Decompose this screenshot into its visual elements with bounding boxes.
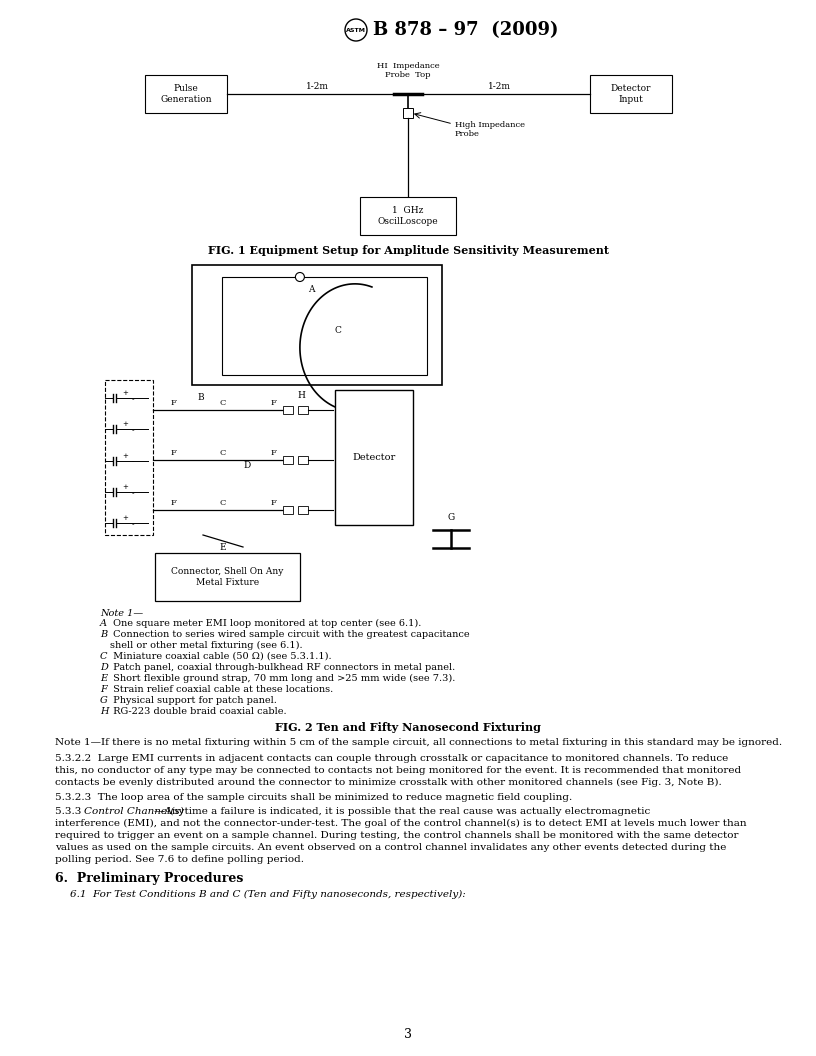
Text: —Anytime a failure is indicated, it is possible that the real cause was actually: —Anytime a failure is indicated, it is p… (154, 807, 650, 816)
Text: 5.3.2.2  Large EMI currents in adjacent contacts can couple through crosstalk or: 5.3.2.2 Large EMI currents in adjacent c… (55, 754, 728, 763)
Text: contacts be evenly distributed around the connector to minimize crosstalk with o: contacts be evenly distributed around th… (55, 778, 721, 787)
Text: -: - (131, 521, 135, 527)
Text: F: F (270, 449, 276, 457)
Bar (283, 506, 293, 514)
Text: Connection to series wired sample circuit with the greatest capacitance: Connection to series wired sample circui… (110, 630, 470, 639)
Text: 1-2m: 1-2m (306, 82, 329, 91)
Text: Detector: Detector (353, 453, 396, 463)
Text: F: F (170, 449, 176, 457)
Bar (145, 75, 227, 113)
Text: D: D (243, 460, 251, 470)
Text: F: F (270, 399, 276, 407)
Text: polling period. See 7.6 to define polling period.: polling period. See 7.6 to define pollin… (55, 855, 304, 864)
Text: C: C (335, 326, 342, 336)
Bar (298, 456, 308, 464)
Bar (283, 456, 293, 464)
Text: 1-2m: 1-2m (487, 82, 511, 91)
Text: -: - (131, 396, 135, 402)
Text: Note 1—If there is no metal fixturing within 5 cm of the sample circuit, all con: Note 1—If there is no metal fixturing wi… (55, 738, 782, 747)
Text: A: A (308, 285, 314, 294)
Text: RG-223 double braid coaxial cable.: RG-223 double braid coaxial cable. (110, 708, 286, 716)
Text: +: + (122, 390, 128, 396)
Circle shape (295, 272, 304, 282)
Text: +: + (122, 484, 128, 490)
Text: H: H (100, 708, 109, 716)
Text: C: C (100, 652, 108, 661)
Text: E: E (100, 674, 107, 683)
Text: F: F (100, 685, 107, 694)
Text: HI  Impedance
Probe  Top: HI Impedance Probe Top (377, 62, 439, 79)
Text: interference (EMI), and not the connector-under-test. The goal of the control ch: interference (EMI), and not the connecto… (55, 819, 747, 828)
Text: F: F (170, 399, 176, 407)
Bar (105, 380, 153, 535)
Text: +: + (122, 453, 128, 458)
Text: High Impedance
Probe: High Impedance Probe (455, 121, 525, 138)
Bar (283, 406, 293, 414)
Bar (298, 506, 308, 514)
Text: F: F (170, 499, 176, 507)
Text: C: C (220, 449, 226, 457)
Text: ASTM: ASTM (346, 27, 366, 33)
Text: Control Channel(s): Control Channel(s) (84, 807, 184, 816)
Text: Pulse
Generation: Pulse Generation (160, 84, 212, 103)
Text: D: D (100, 663, 108, 672)
Text: 3: 3 (404, 1027, 412, 1041)
Text: FIG. 1 Equipment Setup for Amplitude Sensitivity Measurement: FIG. 1 Equipment Setup for Amplitude Sen… (207, 245, 609, 256)
Text: -: - (131, 490, 135, 495)
Text: 6.1  For Test Conditions B and C (Ten and Fifty nanoseconds, respectively):: 6.1 For Test Conditions B and C (Ten and… (70, 890, 466, 899)
Bar (222, 277, 427, 375)
Text: C: C (220, 499, 226, 507)
Text: Detector
Input: Detector Input (610, 84, 651, 103)
Bar (298, 406, 308, 414)
Text: required to trigger an event on a sample channel. During testing, the control ch: required to trigger an event on a sample… (55, 831, 738, 840)
Text: 5.3.3: 5.3.3 (55, 807, 88, 816)
Text: A: A (100, 619, 107, 628)
Text: +: + (122, 515, 128, 521)
Text: Patch panel, coaxial through-bulkhead RF connectors in metal panel.: Patch panel, coaxial through-bulkhead RF… (110, 663, 455, 672)
Text: Miniature coaxial cable (50 Ω) (see 5.3.1.1).: Miniature coaxial cable (50 Ω) (see 5.3.… (110, 652, 331, 661)
Bar (192, 265, 442, 385)
Text: Note 1—: Note 1— (100, 609, 143, 618)
Bar (403, 108, 413, 118)
Text: B: B (100, 630, 107, 639)
Text: E: E (220, 543, 226, 552)
Text: G: G (100, 696, 108, 705)
Circle shape (345, 19, 367, 41)
Bar (360, 197, 456, 235)
Text: values as used on the sample circuits. An event observed on a control channel in: values as used on the sample circuits. A… (55, 843, 726, 852)
Text: FIG. 2 Ten and Fifty Nanosecond Fixturing: FIG. 2 Ten and Fifty Nanosecond Fixturin… (275, 722, 541, 733)
Bar (155, 553, 300, 601)
Text: 1  GHz
OscilLoscope: 1 GHz OscilLoscope (378, 206, 438, 226)
Text: Connector, Shell On Any
Metal Fixture: Connector, Shell On Any Metal Fixture (171, 567, 284, 587)
Text: this, no conductor of any type may be connected to contacts not being monitored : this, no conductor of any type may be co… (55, 766, 741, 775)
Bar (590, 75, 672, 113)
Text: Physical support for patch panel.: Physical support for patch panel. (110, 696, 277, 705)
Text: 5.3.2.3  The loop area of the sample circuits shall be minimized to reduce magne: 5.3.2.3 The loop area of the sample circ… (55, 793, 572, 802)
Text: G: G (447, 513, 455, 522)
Text: -: - (131, 428, 135, 433)
Text: B: B (197, 393, 204, 402)
Text: Short flexible ground strap, 70 mm long and >25 mm wide (see 7.3).: Short flexible ground strap, 70 mm long … (110, 674, 455, 683)
Text: Strain relief coaxial cable at these locations.: Strain relief coaxial cable at these loc… (110, 685, 333, 694)
Text: +: + (122, 421, 128, 428)
Text: B 878 – 97  (2009): B 878 – 97 (2009) (373, 21, 558, 39)
Text: 6.  Preliminary Procedures: 6. Preliminary Procedures (55, 872, 243, 885)
Text: -: - (131, 458, 135, 465)
Text: C: C (220, 399, 226, 407)
Bar (335, 390, 413, 525)
Text: shell or other metal fixturing (see 6.1).: shell or other metal fixturing (see 6.1)… (110, 641, 303, 650)
Text: One square meter EMI loop monitored at top center (see 6.1).: One square meter EMI loop monitored at t… (110, 619, 421, 628)
Text: F: F (270, 499, 276, 507)
Text: H: H (297, 391, 305, 400)
